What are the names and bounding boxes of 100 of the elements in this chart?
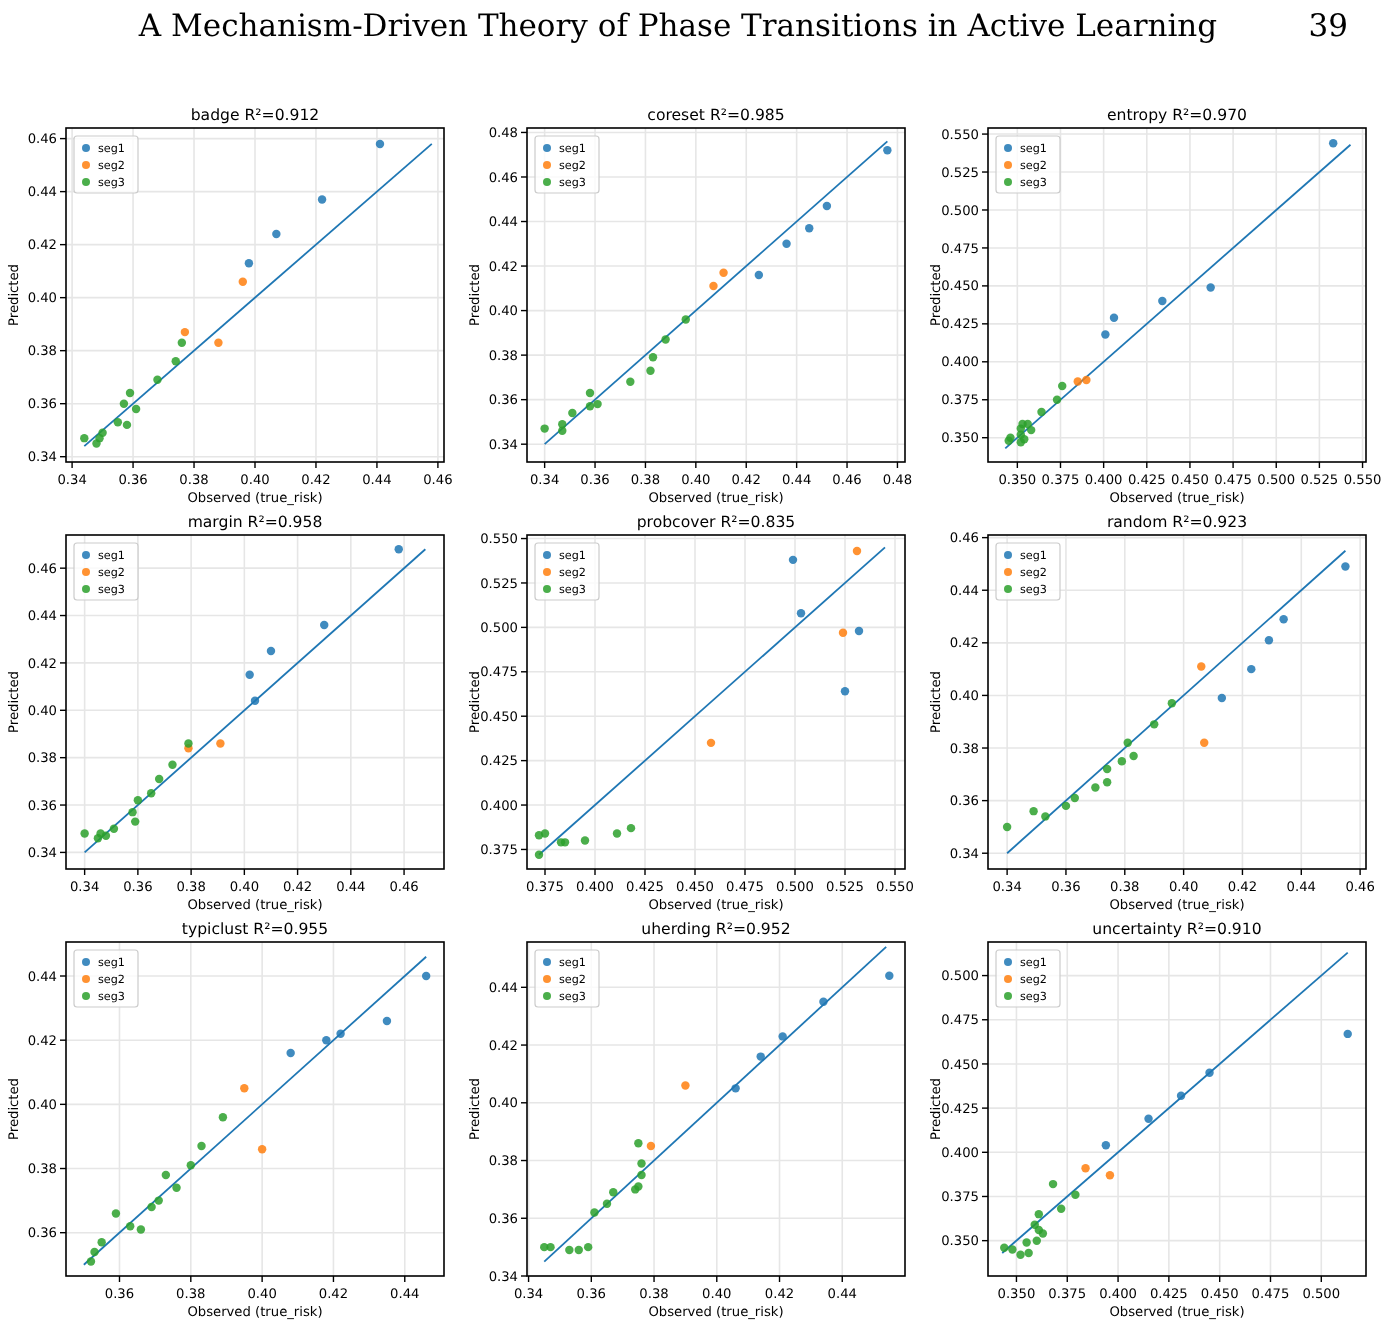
- point: [661, 335, 670, 344]
- point: [154, 1196, 163, 1205]
- point: [382, 1016, 392, 1026]
- point: [257, 1145, 267, 1154]
- point: [1082, 375, 1091, 385]
- point: [336, 1029, 345, 1038]
- point: [244, 258, 254, 268]
- point: [534, 850, 544, 859]
- point: [80, 829, 89, 838]
- point: [1123, 738, 1132, 747]
- point: [1279, 614, 1288, 624]
- point: [421, 971, 431, 981]
- point: [245, 670, 254, 679]
- point: [1048, 1179, 1058, 1189]
- point: [612, 829, 622, 838]
- point: [136, 1225, 146, 1234]
- point: [109, 824, 119, 833]
- point: [1102, 764, 1112, 774]
- point: [125, 1222, 135, 1231]
- point: [171, 357, 180, 366]
- point: [131, 404, 141, 414]
- point: [1217, 693, 1227, 703]
- point: [317, 195, 327, 204]
- point: [375, 139, 385, 149]
- point: [637, 1159, 646, 1168]
- point: [805, 223, 814, 233]
- point: [113, 418, 123, 427]
- point: [1101, 330, 1110, 339]
- point: [147, 1202, 156, 1212]
- point: [1105, 1171, 1115, 1180]
- point: [1144, 1114, 1153, 1123]
- point: [119, 399, 129, 408]
- point: [177, 338, 187, 347]
- point: [1022, 1238, 1031, 1247]
- point: [168, 760, 177, 769]
- point: [146, 788, 156, 798]
- point: [286, 1048, 295, 1058]
- point: [885, 971, 894, 980]
- point: [1037, 407, 1046, 417]
- point: [319, 620, 329, 630]
- point: [1032, 1236, 1041, 1245]
- point: [128, 807, 137, 817]
- point: [172, 1183, 181, 1192]
- point: [583, 1242, 593, 1252]
- point: [1029, 806, 1038, 816]
- point: [1073, 377, 1082, 386]
- point: [731, 1084, 740, 1093]
- point: [122, 420, 132, 430]
- point: [574, 1245, 583, 1255]
- point: [1041, 812, 1050, 821]
- point: [1058, 381, 1067, 391]
- point: [161, 1170, 171, 1180]
- point: [883, 146, 892, 155]
- point: [218, 1112, 228, 1122]
- point: [590, 1208, 599, 1217]
- point: [580, 836, 590, 845]
- point: [681, 315, 690, 324]
- point: [1206, 283, 1215, 292]
- point: [1008, 1245, 1017, 1254]
- point: [1341, 562, 1350, 571]
- point: [92, 439, 101, 448]
- point: [1117, 756, 1127, 766]
- point: [111, 1209, 121, 1218]
- point: [180, 327, 190, 337]
- point: [1197, 662, 1206, 671]
- point: [609, 1188, 618, 1197]
- point: [1205, 1068, 1214, 1077]
- point: [1081, 1163, 1090, 1173]
- point: [585, 402, 595, 411]
- point: [86, 1257, 96, 1266]
- point: [80, 433, 89, 443]
- point: [1091, 783, 1100, 792]
- point: [540, 424, 549, 433]
- point: [534, 831, 544, 840]
- point: [637, 1170, 646, 1180]
- point: [153, 375, 162, 385]
- point: [394, 545, 403, 554]
- point: [250, 696, 260, 706]
- point: [184, 739, 193, 748]
- point: [854, 626, 864, 636]
- point: [1158, 296, 1167, 306]
- point: [1052, 395, 1062, 404]
- point: [709, 281, 718, 291]
- point: [1056, 1204, 1066, 1214]
- point: [1176, 1091, 1186, 1100]
- point: [719, 268, 728, 277]
- point: [93, 833, 103, 843]
- point: [681, 1081, 690, 1090]
- point: [626, 823, 636, 833]
- point: [240, 1084, 249, 1093]
- point: [585, 388, 595, 398]
- point: [782, 239, 791, 248]
- point: [130, 817, 140, 826]
- text: A Mechanism-Driven Theory of Phase Transitions in Active Learning: [136, 8, 1218, 44]
- point: [1016, 430, 1026, 439]
- point: [1109, 313, 1119, 322]
- point: [852, 546, 862, 556]
- point: [788, 555, 798, 565]
- point: [1167, 699, 1177, 708]
- point: [1101, 1141, 1111, 1150]
